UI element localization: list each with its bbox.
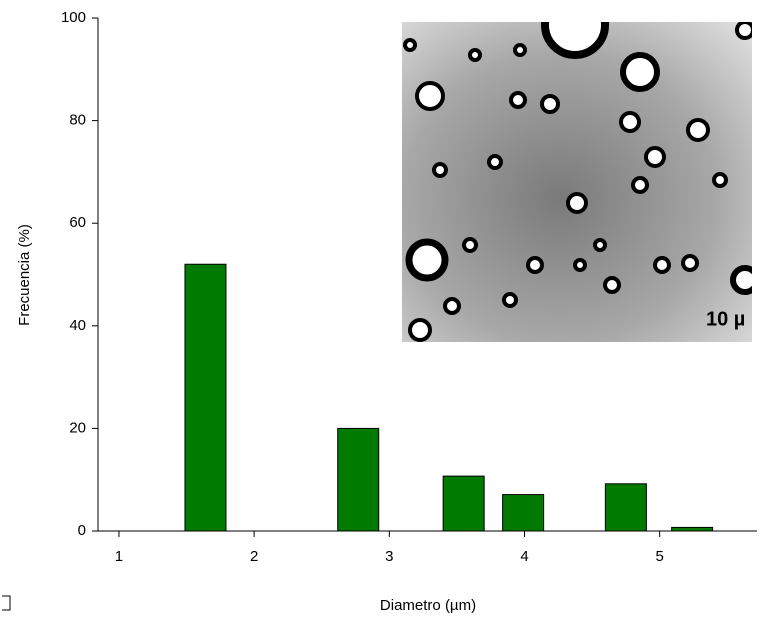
bar bbox=[604, 483, 647, 532]
x-tick-label: 1 bbox=[115, 548, 123, 565]
x-tick-label: 2 bbox=[250, 548, 258, 565]
bar bbox=[671, 526, 714, 532]
corner-mark bbox=[2, 595, 11, 611]
x-tick-label: 4 bbox=[520, 548, 528, 565]
inset-label: 10 µ bbox=[706, 308, 745, 330]
y-tick-label: 100 bbox=[61, 9, 86, 26]
y-axis-title: Frecuencia (%) bbox=[16, 224, 33, 326]
x-tick-label: 3 bbox=[385, 548, 393, 565]
inset-micrograph: 10 µ bbox=[402, 22, 752, 342]
bar bbox=[337, 427, 380, 532]
x-tick-label: 5 bbox=[655, 548, 663, 565]
bar bbox=[442, 475, 485, 532]
y-tick-label: 60 bbox=[69, 214, 86, 231]
y-tick-label: 20 bbox=[69, 419, 86, 436]
y-tick-label: 0 bbox=[78, 522, 86, 539]
x-axis-title: Diametro (µm) bbox=[380, 597, 476, 614]
y-tick-label: 40 bbox=[69, 317, 86, 334]
bar bbox=[184, 263, 227, 532]
bar bbox=[502, 494, 545, 532]
y-tick-label: 80 bbox=[69, 112, 86, 129]
